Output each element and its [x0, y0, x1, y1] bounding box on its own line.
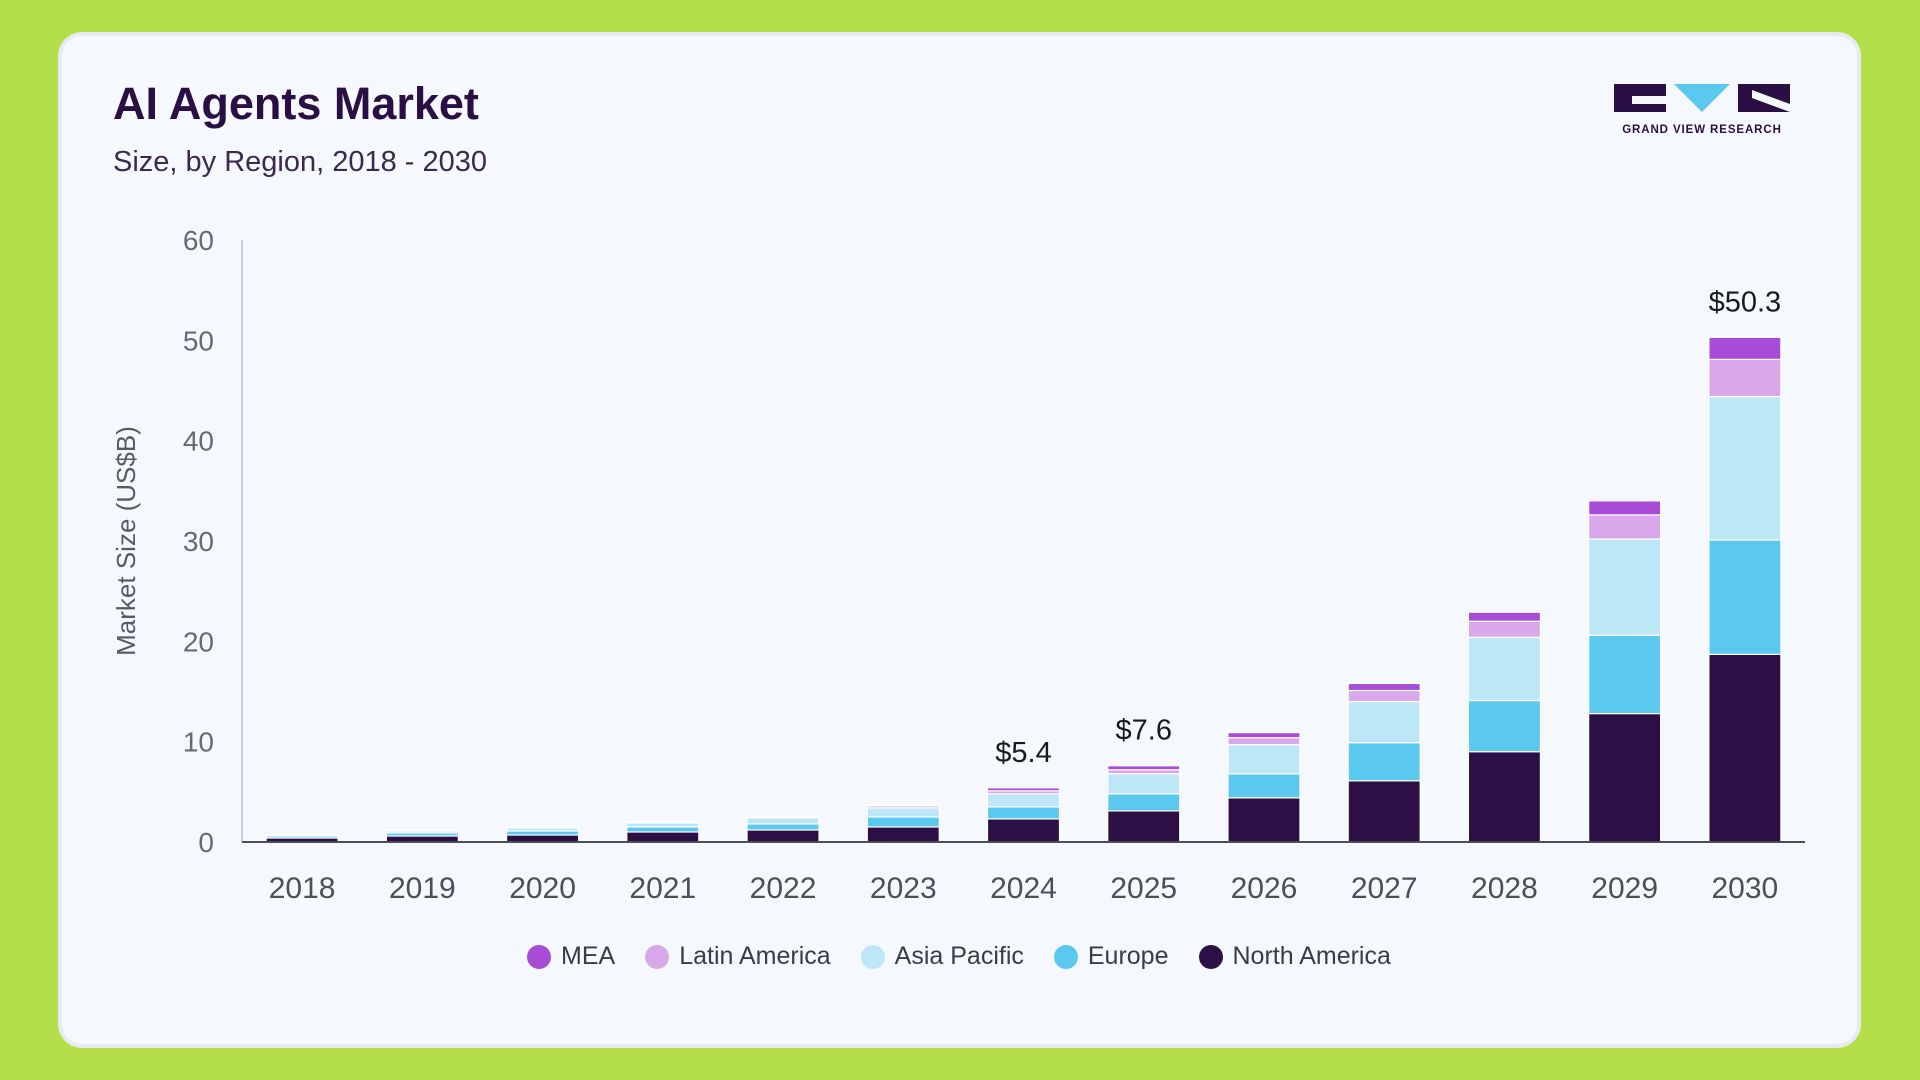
- y-tick-label: 0: [198, 827, 214, 858]
- bar-segment-europe-2029: [1588, 634, 1662, 715]
- bar-segment-europe-2027: [1347, 742, 1421, 782]
- y-tick-label: 50: [183, 325, 214, 356]
- data-label-2024: $5.4: [995, 737, 1051, 769]
- bar-segment-north-america-2023: [866, 826, 940, 843]
- y-tick-label: 30: [183, 526, 214, 557]
- bar-segment-europe-2021: [626, 826, 700, 833]
- data-label-2025: $7.6: [1116, 715, 1172, 747]
- chart-legend: MEA Latin America Asia Pacific Europe North …: [527, 942, 1391, 971]
- chart-card: [62, 36, 1857, 1044]
- legend-swatch: [1053, 944, 1078, 969]
- legend-item-asia-pacific: Asia Pacific: [860, 942, 1024, 971]
- bar-segment-asia-pacific-2028: [1467, 636, 1542, 702]
- legend-item-north-america: North America: [1198, 942, 1391, 971]
- legend-label: North America: [1232, 942, 1391, 970]
- bar-segment-latin-america-2026: [1227, 737, 1301, 746]
- bar-segment-asia-pacific-2025: [1107, 773, 1181, 795]
- bar-segment-europe-2022: [746, 823, 820, 831]
- bar-segment-europe-2020: [505, 830, 580, 836]
- bar-segment-latin-america-2028: [1467, 620, 1542, 638]
- bar-segment-mea-2022: [746, 815, 820, 818]
- bar-segment-europe-2023: [866, 816, 940, 828]
- x-tick-label: 2022: [750, 872, 817, 905]
- bar-segment-latin-america-2027: [1347, 689, 1421, 703]
- bar-segment-asia-pacific-2023: [866, 807, 940, 818]
- bar-segment-europe-2028: [1467, 699, 1542, 753]
- bar-segment-mea-2024: [986, 787, 1061, 792]
- y-tick-label: 20: [183, 626, 214, 657]
- y-tick-label: 60: [183, 225, 214, 256]
- x-tick-label: 2030: [1712, 872, 1779, 905]
- bar-segment-north-america-2026: [1227, 797, 1301, 843]
- bar-segment-asia-pacific-2026: [1227, 744, 1301, 775]
- legend-label: Latin America: [679, 942, 831, 970]
- bar-segment-asia-pacific-2027: [1347, 700, 1421, 744]
- x-tick-label: 2026: [1231, 872, 1298, 905]
- bar-segment-north-america-2027: [1347, 780, 1421, 843]
- legend-item-mea: MEA: [527, 942, 615, 971]
- bar-segment-latin-america-2030: [1708, 358, 1782, 398]
- bar-segment-mea-2026: [1227, 732, 1301, 739]
- bar-segment-latin-america-2029: [1588, 514, 1662, 540]
- legend-label: Asia Pacific: [894, 942, 1024, 970]
- y-axis-label: Market Size (US$B): [111, 426, 141, 656]
- x-tick-label: 2029: [1591, 872, 1658, 905]
- bar-segment-europe-2026: [1227, 773, 1301, 799]
- x-tick-label: 2025: [1110, 872, 1177, 905]
- bar-segment-north-america-2028: [1467, 751, 1542, 843]
- bar-segment-asia-pacific-2029: [1588, 538, 1662, 636]
- x-tick-label: 2019: [389, 872, 456, 905]
- bar-segment-north-america-2030: [1708, 653, 1782, 843]
- legend-label: Europe: [1087, 942, 1169, 970]
- bar-segment-asia-pacific-2021: [626, 822, 700, 828]
- bar-segment-latin-america-2025: [1107, 769, 1181, 775]
- bar-segment-north-america-2025: [1107, 810, 1181, 843]
- x-tick-label: 2028: [1471, 872, 1538, 905]
- bar-segment-asia-pacific-2024: [986, 793, 1061, 808]
- bar-segment-north-america-2024: [986, 818, 1061, 843]
- legend-swatch: [645, 944, 670, 969]
- chart-title: AI Agents Market: [113, 78, 479, 129]
- legend-swatch: [860, 944, 885, 969]
- legend-label: MEA: [561, 942, 616, 970]
- bar-segment-mea-2028: [1467, 611, 1542, 622]
- y-tick-label: 10: [183, 727, 214, 758]
- x-tick-label: 2027: [1351, 872, 1418, 905]
- x-tick-label: 2024: [990, 872, 1057, 905]
- bar-segment-mea-2021: [626, 821, 700, 823]
- x-tick-label: 2018: [269, 872, 336, 905]
- bar-segment-asia-pacific-2022: [746, 817, 820, 825]
- bar-segment-europe-2024: [986, 806, 1061, 820]
- bar-segment-north-america-2029: [1588, 712, 1662, 843]
- x-tick-label: 2023: [870, 872, 937, 905]
- bar-segment-mea-2027: [1347, 682, 1421, 692]
- bar-segment-north-america-2022: [746, 829, 820, 843]
- bar-segment-asia-pacific-2030: [1708, 395, 1782, 541]
- logo-text: GRAND VIEW RESEARCH: [1622, 124, 1782, 136]
- bar-segment-north-america-2021: [626, 831, 700, 843]
- bar-segment-europe-2030: [1708, 539, 1782, 655]
- bar-segment-mea-2023: [866, 804, 940, 807]
- legend-item-latin-america: Latin America: [645, 942, 831, 971]
- x-tick-label: 2020: [509, 872, 576, 905]
- bar-segment-europe-2025: [1107, 793, 1181, 812]
- chart-subtitle: Size, by Region, 2018 - 2030: [113, 146, 488, 178]
- bar-segment-mea-2030: [1708, 336, 1782, 360]
- y-tick-label: 40: [183, 426, 214, 457]
- bar-segment-mea-2025: [1107, 765, 1181, 771]
- bar-segment-north-america-2020: [505, 834, 580, 843]
- legend-swatch: [1198, 944, 1223, 969]
- legend-item-europe: Europe: [1053, 942, 1169, 971]
- x-tick-label: 2021: [629, 872, 696, 905]
- legend-swatch: [527, 944, 551, 969]
- data-label-2030: $50.3: [1709, 286, 1782, 318]
- grand-view-research-logo-icon: [1614, 84, 1790, 112]
- bar-segment-mea-2029: [1588, 500, 1662, 516]
